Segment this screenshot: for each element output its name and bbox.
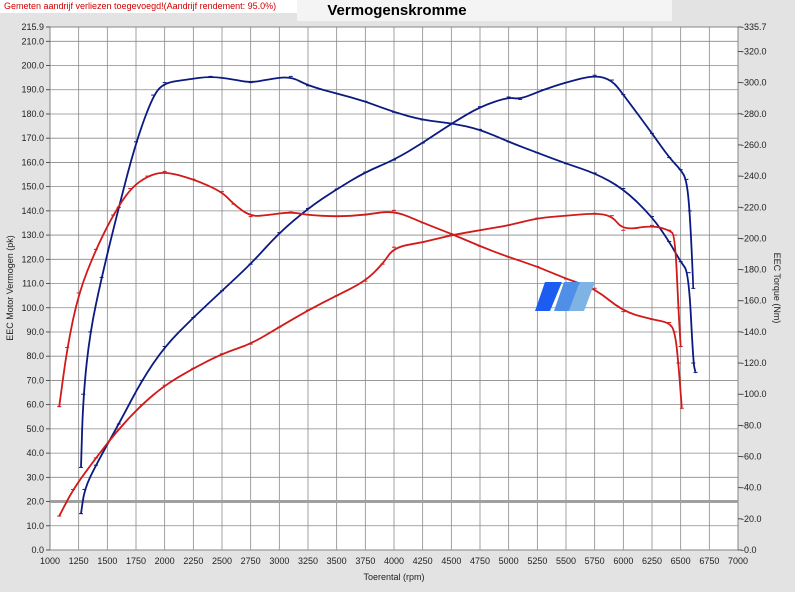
left-tick-label: 30.0 [26,472,44,482]
right-tick-label: -80.0 [741,420,762,430]
right-tick-label: -320.0 [741,46,767,56]
left-tick-label: 210.0 [21,36,44,46]
x-tick-label: 5750 [585,556,605,566]
right-tick-label: -100.0 [741,389,767,399]
right-tick-label: -0.0 [741,545,757,555]
x-tick-label: 5500 [556,556,576,566]
x-tick-label: 5000 [499,556,519,566]
right-tick-label: -20.0 [741,514,762,524]
left-tick-label: 60.0 [26,400,44,410]
left-tick-label: 0.0 [31,545,44,555]
x-tick-label: 2750 [241,556,261,566]
note-box [0,0,297,13]
right-tick-label: -200.0 [741,233,767,243]
right-tick-label: -140.0 [741,327,767,337]
left-tick-label: 50.0 [26,424,44,434]
left-tick-label: 10.0 [26,521,44,531]
x-tick-label: 6500 [671,556,691,566]
left-tick-label: 170.0 [21,133,44,143]
left-tick-label: 90.0 [26,327,44,337]
series-line-1 [80,75,695,514]
x-tick-label: 5250 [527,556,547,566]
right-tick-label: -240.0 [741,171,767,181]
left-axis-title: EEC Motor Vermogen (pk) [5,235,15,341]
left-tick-label: 140.0 [21,206,44,216]
left-tick-label: 80.0 [26,351,44,361]
x-axis-title: Toerental (rpm) [363,572,424,582]
right-tick-label: -60.0 [741,452,762,462]
chart-title: Vermogenskromme [327,2,466,19]
left-tick-label: 160.0 [21,157,44,167]
x-tick-label: 4750 [470,556,490,566]
left-tick-label: 200.0 [21,61,44,71]
left-tick-label: 150.0 [21,182,44,192]
x-tick-label: 3250 [298,556,318,566]
left-tick-label: 120.0 [21,254,44,264]
left-tick-label: 40.0 [26,448,44,458]
left-tick-label: 20.0 [26,497,44,507]
x-tick-label: 4000 [384,556,404,566]
x-tick-label: 3500 [327,556,347,566]
x-tick-label: 6250 [642,556,662,566]
left-tick-label: 190.0 [21,85,44,95]
series-lines [57,74,698,517]
right-tick-label: -120.0 [741,358,767,368]
x-tick-label: 3000 [269,556,289,566]
x-tick-label: 3750 [355,556,375,566]
note-text: Gemeten aandrijf verliezen toegevoegd!(A… [4,1,276,11]
x-tick-label: 7000 [728,556,748,566]
left-tick-label: 215.9 [21,22,44,32]
x-tick-label: 1750 [126,556,146,566]
series-line-0 [80,76,697,468]
x-tick-label: 1250 [69,556,89,566]
right-tick-label: -40.0 [741,483,762,493]
title-box [297,0,672,21]
watermark-logo [535,282,595,311]
right-tick-label: -335.7 [741,22,767,32]
x-tick-label: 6000 [613,556,633,566]
grid-lines [49,26,739,551]
right-axis-title: EEC Torque (Nm) [772,253,782,324]
right-tick-label: -300.0 [741,78,767,88]
left-tick-label: 70.0 [26,375,44,385]
left-tick-label: 100.0 [21,303,44,313]
x-tick-label: 4250 [413,556,433,566]
x-tick-label: 2250 [183,556,203,566]
x-tick-label: 6750 [699,556,719,566]
right-tick-label: -160.0 [741,296,767,306]
left-tick-label: 130.0 [21,230,44,240]
x-tick-label: 2500 [212,556,232,566]
right-tick-label: -280.0 [741,109,767,119]
right-tick-label: -260.0 [741,140,767,150]
left-tick-label: 110.0 [22,279,44,289]
tick-labels: 1000 1250 1500 1750 2000 2250 2500 2750 3000 3250… [21,22,766,566]
x-tick-label: 1500 [97,556,117,566]
x-tick-label: 4500 [441,556,461,566]
right-tick-label: -180.0 [741,265,767,275]
x-tick-label: 1000 [40,556,60,566]
series-line-3 [58,213,682,517]
x-tick-label: 2000 [155,556,175,566]
right-tick-label: -220.0 [741,202,767,212]
left-tick-label: 180.0 [21,109,44,119]
